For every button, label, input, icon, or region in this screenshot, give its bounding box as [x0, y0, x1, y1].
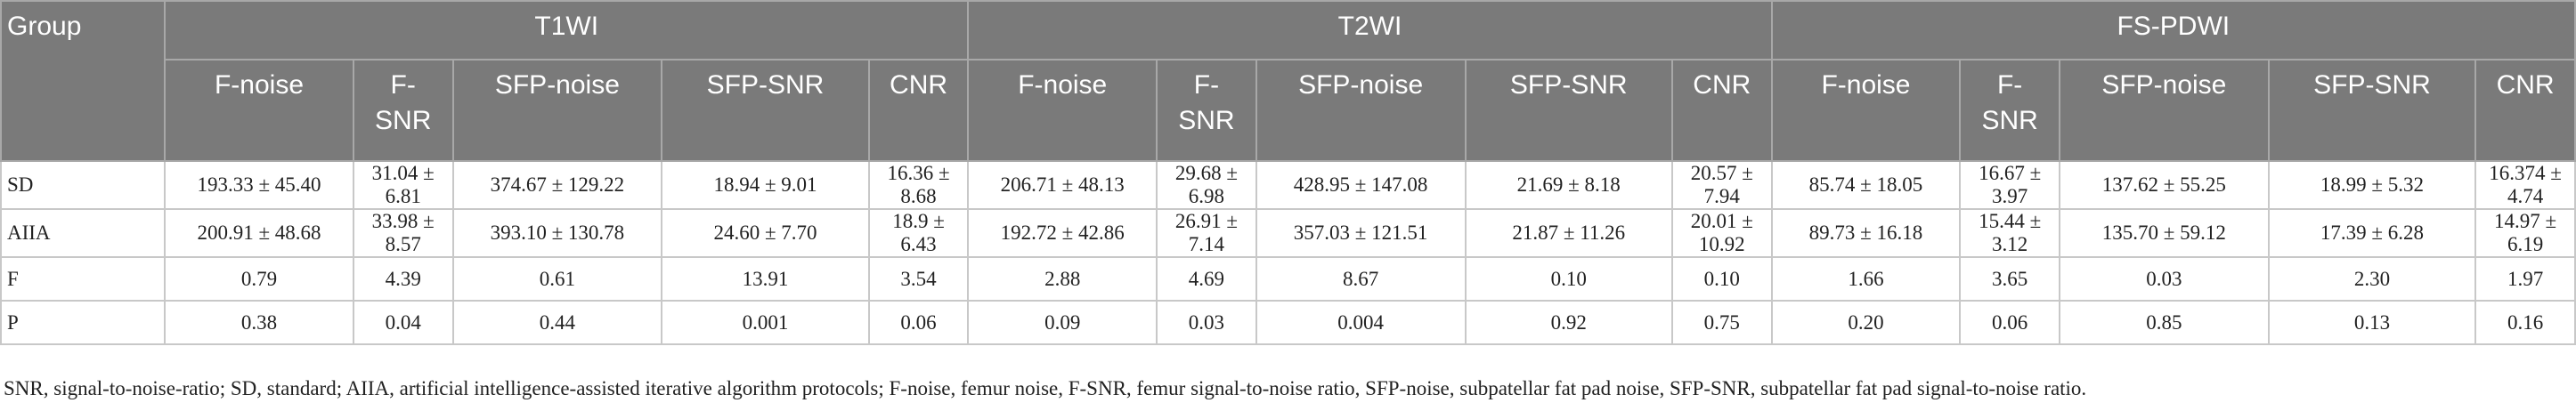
table-cell: 135.70 ± 59.12 — [2058, 208, 2270, 258]
table-row: F 0.79 4.39 0.61 13.91 3.54 2.88 4.69 8.67 0.10 0.… — [0, 256, 2576, 302]
table-cell: 85.74 ± 18.05 — [1770, 160, 1962, 210]
column-header: SFP-noise — [1255, 59, 1467, 162]
table-cell: 2.30 — [2267, 256, 2477, 302]
table-row: SD 193.33 ± 45.40 31.04 ± 6.81 374.67 ± 129… — [0, 160, 2576, 210]
column-header: SFP-noise — [2058, 59, 2270, 162]
table-row: P 0.38 0.04 0.44 0.001 0.06 0.09 0.03 0.004 0.92 0… — [0, 300, 2576, 345]
table-cell: 0.13 — [2267, 300, 2477, 345]
table-cell: 374.67 ± 129.22 — [451, 160, 663, 210]
table-cell: 3.65 — [1959, 256, 2060, 302]
results-table-container: Group T1WI T2WI FS-PDWI F-noise F-SNR SFP-… — [0, 0, 2576, 345]
table-cell: 16.67 ± 3.97 — [1959, 160, 2060, 210]
table-cell: 17.39 ± 6.28 — [2267, 208, 2477, 258]
column-header: F-noise — [1770, 59, 1962, 162]
table-cell: 15.44 ± 3.12 — [1959, 208, 2060, 258]
section-header-fs-pdwi: FS-PDWI — [1770, 0, 2576, 60]
table-cell: 33.98 ± 8.57 — [352, 208, 454, 258]
table-cell: 0.001 — [661, 300, 870, 345]
table-cell: 20.01 ± 10.92 — [1670, 208, 1773, 258]
table-cell: 0.04 — [352, 300, 454, 345]
table-cell: 200.91 ± 48.68 — [164, 208, 354, 258]
row-label: AIIA — [0, 208, 167, 258]
column-header: F-SNR — [1959, 59, 2060, 162]
column-header: CNR — [867, 59, 970, 162]
section-header-t1wi: T1WI — [164, 0, 970, 60]
table-cell: 192.72 ± 42.86 — [967, 208, 1158, 258]
column-header: F-noise — [967, 59, 1158, 162]
table-cell: 89.73 ± 16.18 — [1770, 208, 1962, 258]
column-header: F-SNR — [352, 59, 454, 162]
table-footnote: SNR, signal-to-noise-ratio; SD, standard… — [4, 377, 2087, 399]
table-cell: 31.04 ± 6.81 — [352, 160, 454, 210]
table-cell: 137.62 ± 55.25 — [2058, 160, 2270, 210]
table-cell: 0.85 — [2058, 300, 2270, 345]
table-cell: 0.004 — [1255, 300, 1467, 345]
table-cell: 393.10 ± 130.78 — [451, 208, 663, 258]
table-cell: 13.91 — [661, 256, 870, 302]
table-cell: 18.9 ± 6.43 — [867, 208, 970, 258]
column-header: CNR — [2474, 59, 2576, 162]
table-cell: 0.10 — [1670, 256, 1773, 302]
table-cell: 0.92 — [1464, 300, 1673, 345]
table-cell: 21.69 ± 8.18 — [1464, 160, 1673, 210]
table-cell: 357.03 ± 121.51 — [1255, 208, 1467, 258]
column-header: SFP-SNR — [661, 59, 870, 162]
row-label: SD — [0, 160, 167, 210]
row-label: P — [0, 300, 167, 345]
table-cell: 16.36 ± 8.68 — [867, 160, 970, 210]
row-label: F — [0, 256, 167, 302]
table-cell: 0.03 — [1156, 300, 1257, 345]
column-header: SFP-SNR — [1464, 59, 1673, 162]
column-header: SFP-SNR — [2267, 59, 2477, 162]
table-cell: 3.54 — [867, 256, 970, 302]
table-header-row-columns: F-noise F-SNR SFP-noise SFP-SNR CNR F-noise F-… — [1, 59, 2576, 162]
table-cell: 0.09 — [967, 300, 1158, 345]
column-header: SFP-noise — [451, 59, 663, 162]
column-header: F-SNR — [1156, 59, 1257, 162]
table-cell: 14.97 ± 6.19 — [2474, 208, 2576, 258]
table-cell: 4.69 — [1156, 256, 1257, 302]
table-cell: 0.20 — [1770, 300, 1962, 345]
table-cell: 1.97 — [2474, 256, 2576, 302]
table-row: AIIA 200.91 ± 48.68 33.98 ± 8.57 393.10 ± 1… — [0, 208, 2576, 258]
table-header-row-sections: Group T1WI T2WI FS-PDWI — [0, 0, 2576, 162]
table-cell: 428.95 ± 147.08 — [1255, 160, 1467, 210]
table-cell: 206.71 ± 48.13 — [967, 160, 1158, 210]
results-table: Group T1WI T2WI FS-PDWI F-noise F-SNR SFP-… — [0, 0, 2576, 345]
table-cell: 16.374 ± 4.74 — [2474, 160, 2576, 210]
table-cell: 0.79 — [164, 256, 354, 302]
table-cell: 0.03 — [2058, 256, 2270, 302]
table-cell: 18.94 ± 9.01 — [661, 160, 870, 210]
table-cell: 0.16 — [2474, 300, 2576, 345]
table-cell: 20.57 ± 7.94 — [1670, 160, 1773, 210]
table-body: SD 193.33 ± 45.40 31.04 ± 6.81 374.67 ± 129… — [0, 160, 2576, 345]
table-cell: 21.87 ± 11.26 — [1464, 208, 1673, 258]
table-cell: 0.61 — [451, 256, 663, 302]
table-cell: 1.66 — [1770, 256, 1962, 302]
table-cell: 8.67 — [1255, 256, 1467, 302]
table-cell: 26.91 ± 7.14 — [1156, 208, 1257, 258]
table-cell: 2.88 — [967, 256, 1158, 302]
table-cell: 4.39 — [352, 256, 454, 302]
column-header: F-noise — [164, 59, 354, 162]
column-header: CNR — [1670, 59, 1773, 162]
table-cell: 0.06 — [867, 300, 970, 345]
section-header-t2wi: T2WI — [967, 0, 1773, 60]
table-cell: 0.10 — [1464, 256, 1673, 302]
table-cell: 29.68 ± 6.98 — [1156, 160, 1257, 210]
table-cell: 0.06 — [1959, 300, 2060, 345]
group-column-header: Group — [0, 0, 167, 162]
table-cell: 18.99 ± 5.32 — [2267, 160, 2477, 210]
table-cell: 0.38 — [164, 300, 354, 345]
table-cell: 24.60 ± 7.70 — [661, 208, 870, 258]
table-cell: 0.44 — [451, 300, 663, 345]
table-cell: 193.33 ± 45.40 — [164, 160, 354, 210]
table-cell: 0.75 — [1670, 300, 1773, 345]
